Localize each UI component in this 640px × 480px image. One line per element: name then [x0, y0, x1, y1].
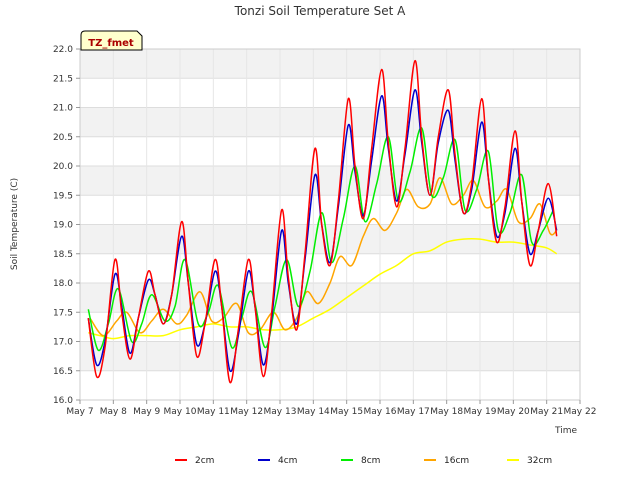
x-tick-label: May 9 [133, 407, 160, 417]
y-tick-label: 17.0 [53, 338, 73, 348]
plot-band [80, 107, 580, 137]
plot-band [80, 341, 580, 371]
y-axis: 16.0 16.5 17.0 17.5 18.0 18.5 19.0 19.5 20.0 20.5… [53, 45, 80, 406]
y-tick-label: 21.0 [53, 104, 73, 114]
y-tick-label: 22.0 [53, 45, 73, 55]
plot-band [80, 224, 580, 254]
plot-band [80, 166, 580, 196]
plot-band [80, 49, 580, 79]
x-tick-label: May 22 [564, 407, 597, 417]
x-tick-label: May 11 [197, 407, 230, 417]
plot-band [80, 283, 580, 313]
x-tick-label: May 16 [364, 407, 397, 417]
y-tick-label: 18.0 [53, 279, 73, 289]
legend-label-8cm: 8cm [361, 456, 380, 466]
dataset-tag-box [80, 30, 143, 51]
series-lines [87, 59, 558, 384]
x-tick-label: May 10 [164, 407, 197, 417]
x-tick-label: May 20 [497, 407, 530, 417]
chart-title: Tonzi Soil Temperature Set A [234, 4, 406, 18]
dataset-tag-label: TZ_fmet [88, 38, 134, 49]
x-tick-label: May 7 [66, 407, 93, 417]
legend-label-16cm: 16cm [444, 456, 469, 466]
y-axis-title: Soil Temperature (C) [10, 178, 20, 270]
y-tick-label: 19.5 [53, 191, 73, 201]
legend-label-2cm: 2cm [195, 456, 214, 466]
legend: 2cm 4cm 8cm 16cm 32cm [175, 456, 552, 466]
x-axis-title: Time [554, 426, 577, 436]
x-tick-label: May 12 [230, 407, 263, 417]
legend-label-4cm: 4cm [278, 456, 297, 466]
y-tick-label: 19.0 [53, 221, 73, 231]
x-axis: May 7 May 8 May 9 May 10 May 11 May 12 May 13 M… [66, 400, 596, 417]
series-line-32cm [88, 237, 558, 340]
series-line-2cm [87, 59, 558, 384]
x-tick-label: May 15 [330, 407, 363, 417]
y-tick-label: 16.5 [53, 367, 73, 377]
y-tick-label: 21.5 [53, 74, 73, 84]
x-tick-label: May 21 [530, 407, 563, 417]
y-tick-label: 20.0 [53, 162, 73, 172]
series-line-16cm [89, 176, 558, 337]
y-tick-label: 18.5 [53, 250, 73, 260]
x-tick-label: May 18 [430, 407, 463, 417]
dataset-tag: TZ_fmet [80, 30, 143, 51]
y-tick-label: 17.5 [53, 308, 73, 318]
y-tick-label: 16.0 [53, 396, 73, 406]
x-tick-label: May 8 [100, 407, 127, 417]
y-tick-label: 20.5 [53, 133, 73, 143]
x-tick-label: May 14 [297, 407, 330, 417]
x-tick-label: May 17 [397, 407, 430, 417]
x-tick-label: May 13 [264, 407, 297, 417]
plot-bands [80, 49, 580, 371]
legend-label-32cm: 32cm [527, 456, 552, 466]
x-tick-label: May 19 [464, 407, 497, 417]
